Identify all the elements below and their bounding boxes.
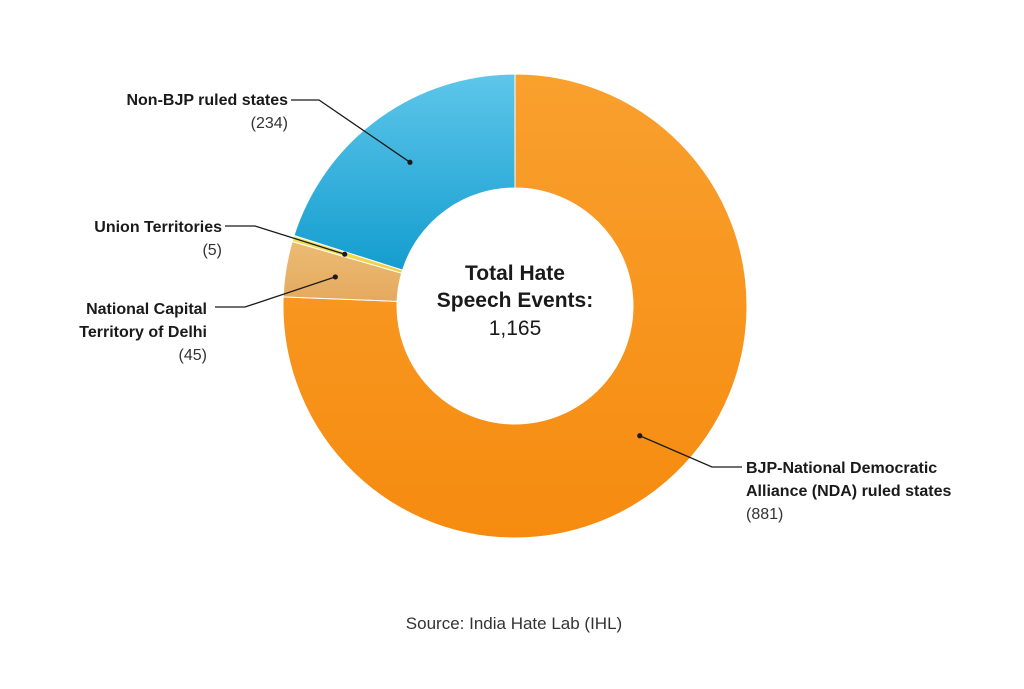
slice-value-label: (881) [746, 506, 783, 523]
slice-3 [293, 73, 516, 271]
leader-dot-2 [342, 251, 348, 257]
slice-label-line: Alliance (NDA) ruled states [746, 483, 951, 500]
leader-line-1 [215, 276, 336, 308]
slice-label-line: National Capital [86, 301, 207, 318]
source-note: Source: India Hate Lab (IHL) [406, 614, 622, 633]
slice-0 [282, 73, 748, 539]
leader-line-0 [639, 435, 742, 468]
slice-label-line: BJP-National Democratic [746, 460, 937, 477]
slice-label-line: Union Territories [94, 219, 222, 236]
slice-value-label: (45) [179, 347, 207, 364]
leader-line-2 [225, 225, 345, 255]
donut-slices [282, 73, 748, 539]
slice-label-1: National Capital Territory of Delhi (45) [79, 301, 207, 364]
slice-value-label: (5) [202, 242, 222, 259]
slice-label-0: BJP-National Democratic Alliance (NDA) ru… [746, 460, 951, 523]
slice-label-2: Union Territories (5) [94, 219, 222, 259]
leader-dot-3 [407, 159, 413, 165]
donut-center-label: Total Hate Speech Events: 1,165 [437, 262, 593, 340]
slice-label-line: Territory of Delhi [79, 324, 207, 341]
leader-dot-0 [637, 433, 643, 439]
slice-label-line: Non-BJP ruled states [126, 92, 288, 109]
slice-value-label: (234) [251, 115, 288, 132]
callout-leaders [215, 99, 742, 468]
slice-label-3: Non-BJP ruled states (234) [126, 92, 288, 132]
center-title-line: Speech Events: [437, 289, 593, 312]
leader-line-3 [291, 99, 411, 163]
leader-dot-1 [332, 274, 338, 280]
center-total-value: 1,165 [489, 317, 542, 340]
callout-labels: BJP-National Democratic Alliance (NDA) ru… [79, 92, 951, 523]
center-title-line: Total Hate [465, 262, 565, 285]
